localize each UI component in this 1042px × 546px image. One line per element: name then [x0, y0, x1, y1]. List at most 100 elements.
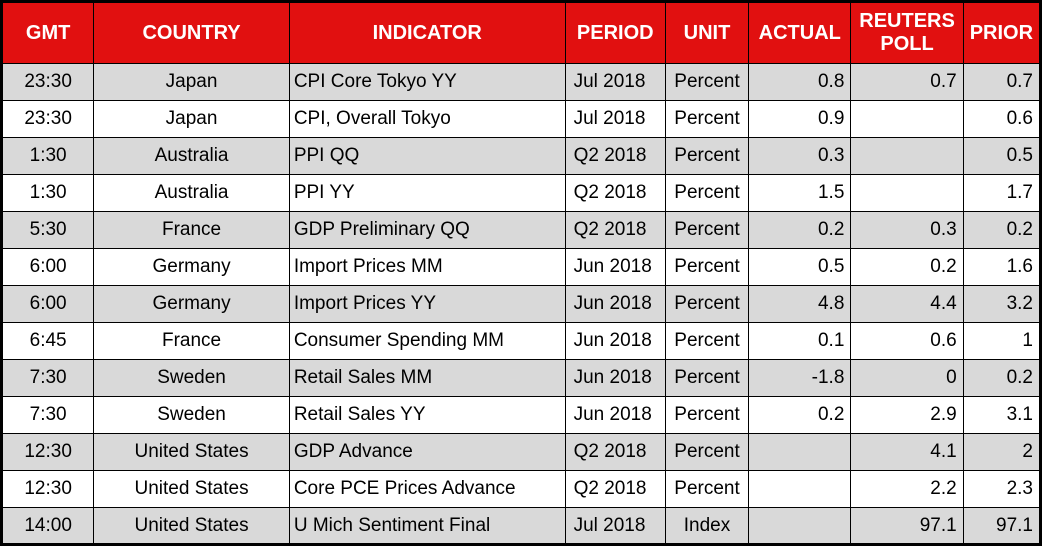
cell-unit: Percent [664, 63, 750, 101]
cell-prior: 0.2 [962, 211, 1042, 249]
cell-actual: 4.8 [748, 285, 852, 323]
header-row: GMT COUNTRY INDICATOR PERIOD UNIT ACTUAL REUTE… [0, 1, 1042, 64]
cell-indicator: PPI QQ [288, 137, 566, 175]
cell-reuters_poll: 4.4 [850, 285, 964, 323]
cell-reuters_poll: 0.6 [850, 322, 964, 360]
table-row: 7:30 Sweden Retail Sales YY Jun 2018 Percent… [0, 396, 1042, 434]
cell-country: Germany [93, 248, 290, 286]
cell-indicator: Retail Sales YY [288, 396, 566, 434]
column-header-country: COUNTRY [93, 1, 290, 64]
cell-indicator: Core PCE Prices Advance [288, 470, 566, 508]
cell-unit: Percent [664, 470, 750, 508]
cell-gmt: 5:30 [0, 211, 95, 249]
table-row: 6:00 Germany Import Prices YY Jun 2018 Perce… [0, 285, 1042, 323]
cell-reuters_poll: 4.1 [850, 433, 964, 471]
cell-period: Q2 2018 [564, 470, 666, 508]
cell-gmt: 1:30 [0, 174, 95, 212]
cell-prior: 3.2 [962, 285, 1042, 323]
cell-actual: 1.5 [748, 174, 852, 212]
cell-unit: Index [664, 507, 750, 545]
cell-prior: 1.7 [962, 174, 1042, 212]
cell-actual [748, 507, 852, 545]
cell-indicator: Import Prices MM [288, 248, 566, 286]
cell-indicator: PPI YY [288, 174, 566, 212]
cell-actual: -1.8 [748, 359, 852, 397]
cell-prior: 1.6 [962, 248, 1042, 286]
cell-country: Japan [93, 63, 290, 101]
cell-period: Jul 2018 [564, 100, 666, 138]
cell-period: Q2 2018 [564, 433, 666, 471]
cell-unit: Percent [664, 174, 750, 212]
cell-prior: 2 [962, 433, 1042, 471]
cell-prior: 3.1 [962, 396, 1042, 434]
table-row: 23:30 Japan CPI Core Tokyo YY Jul 2018 Perce… [0, 63, 1042, 101]
cell-reuters_poll: 2.2 [850, 470, 964, 508]
column-header-actual: ACTUAL [748, 1, 852, 64]
cell-indicator: Import Prices YY [288, 285, 566, 323]
cell-reuters_poll [850, 174, 964, 212]
cell-reuters_poll [850, 137, 964, 175]
cell-unit: Percent [664, 100, 750, 138]
cell-prior: 97.1 [962, 507, 1042, 545]
table-row: 7:30 Sweden Retail Sales MM Jun 2018 Percent… [0, 359, 1042, 397]
cell-prior: 0.2 [962, 359, 1042, 397]
cell-country: Japan [93, 100, 290, 138]
column-header-reuters_poll: REUTERS POLL [850, 1, 964, 64]
cell-actual: 0.2 [748, 396, 852, 434]
cell-reuters_poll: 2.9 [850, 396, 964, 434]
cell-reuters_poll [850, 100, 964, 138]
cell-reuters_poll: 0.2 [850, 248, 964, 286]
cell-unit: Percent [664, 211, 750, 249]
cell-gmt: 23:30 [0, 100, 95, 138]
cell-period: Q2 2018 [564, 211, 666, 249]
cell-actual: 0.9 [748, 100, 852, 138]
cell-country: Sweden [93, 359, 290, 397]
cell-prior: 0.6 [962, 100, 1042, 138]
cell-gmt: 23:30 [0, 63, 95, 101]
cell-gmt: 14:00 [0, 507, 95, 545]
cell-country: Germany [93, 285, 290, 323]
cell-gmt: 7:30 [0, 396, 95, 434]
cell-indicator: Consumer Spending MM [288, 322, 566, 360]
table-row: 6:45 France Consumer Spending MM Jun 2018 Pe… [0, 322, 1042, 360]
cell-gmt: 12:30 [0, 433, 95, 471]
cell-country: France [93, 211, 290, 249]
cell-actual: 0.8 [748, 63, 852, 101]
cell-reuters_poll: 97.1 [850, 507, 964, 545]
cell-indicator: GDP Preliminary QQ [288, 211, 566, 249]
cell-period: Jun 2018 [564, 285, 666, 323]
cell-unit: Percent [664, 433, 750, 471]
column-header-period: PERIOD [564, 1, 666, 64]
cell-actual [748, 470, 852, 508]
table-row: 5:30 France GDP Preliminary QQ Q2 2018 Perce… [0, 211, 1042, 249]
cell-unit: Percent [664, 285, 750, 323]
cell-gmt: 1:30 [0, 137, 95, 175]
cell-unit: Percent [664, 137, 750, 175]
cell-indicator: CPI Core Tokyo YY [288, 63, 566, 101]
cell-unit: Percent [664, 359, 750, 397]
cell-country: Australia [93, 137, 290, 175]
cell-unit: Percent [664, 396, 750, 434]
cell-country: France [93, 322, 290, 360]
cell-country: United States [93, 470, 290, 508]
cell-unit: Percent [664, 248, 750, 286]
cell-period: Jul 2018 [564, 507, 666, 545]
cell-actual: 0.3 [748, 137, 852, 175]
cell-period: Jun 2018 [564, 396, 666, 434]
table-row: 14:00 United States U Mich Sentiment Final… [0, 507, 1042, 545]
table-row: 6:00 Germany Import Prices MM Jun 2018 Perce… [0, 248, 1042, 286]
cell-country: United States [93, 433, 290, 471]
cell-period: Jul 2018 [564, 63, 666, 101]
cell-reuters_poll: 0.7 [850, 63, 964, 101]
cell-period: Jun 2018 [564, 322, 666, 360]
table-row: 1:30 Australia PPI YY Q2 2018 Percent 1.5 1.7 [0, 174, 1042, 212]
cell-gmt: 6:45 [0, 322, 95, 360]
table-row: 1:30 Australia PPI QQ Q2 2018 Percent 0.3 0.5 [0, 137, 1042, 175]
table-row: 12:30 United States GDP Advance Q2 2018 Perc… [0, 433, 1042, 471]
cell-period: Jun 2018 [564, 359, 666, 397]
cell-actual [748, 433, 852, 471]
cell-prior: 0.7 [962, 63, 1042, 101]
table-body: 23:30 Japan CPI Core Tokyo YY Jul 2018 Perce… [0, 63, 1042, 545]
cell-reuters_poll: 0 [850, 359, 964, 397]
